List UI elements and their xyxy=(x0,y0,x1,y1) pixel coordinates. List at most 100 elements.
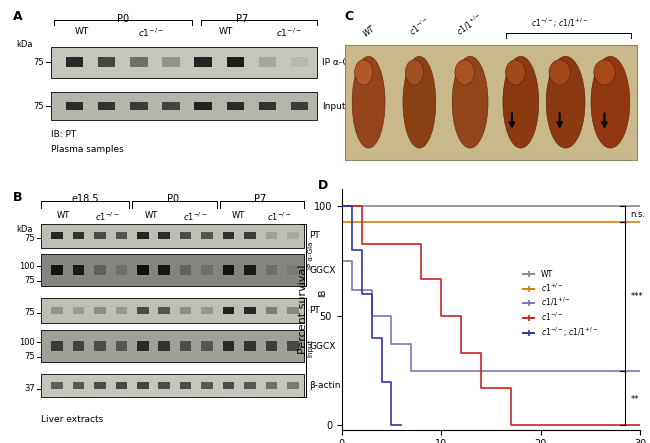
Text: D: D xyxy=(318,179,328,192)
Text: $c1/1^{+/-}$: $c1/1^{+/-}$ xyxy=(454,11,486,39)
Bar xyxy=(41,374,304,397)
Ellipse shape xyxy=(617,85,623,96)
Bar xyxy=(159,341,170,351)
Text: WT: WT xyxy=(232,210,245,220)
Bar xyxy=(223,307,234,314)
Ellipse shape xyxy=(526,85,533,96)
Text: WT: WT xyxy=(57,210,70,220)
Bar xyxy=(223,232,234,239)
Text: $c1^{-/-}$: $c1^{-/-}$ xyxy=(95,210,119,223)
Bar xyxy=(259,102,276,110)
Ellipse shape xyxy=(572,85,578,96)
Ellipse shape xyxy=(408,120,411,130)
Ellipse shape xyxy=(476,85,482,96)
Bar xyxy=(266,265,277,275)
Bar xyxy=(130,102,148,110)
Bar xyxy=(41,299,304,323)
Bar xyxy=(94,232,106,239)
Bar xyxy=(266,307,277,314)
Bar xyxy=(137,307,149,314)
Text: 37: 37 xyxy=(24,384,35,393)
Bar xyxy=(202,265,213,275)
Bar xyxy=(98,102,116,110)
Text: IP α-Gla: IP α-Gla xyxy=(322,58,358,66)
Text: 75: 75 xyxy=(34,102,44,111)
Ellipse shape xyxy=(549,60,571,85)
Ellipse shape xyxy=(455,60,474,85)
Ellipse shape xyxy=(591,56,630,148)
Text: Liver extracts: Liver extracts xyxy=(41,415,103,424)
Bar xyxy=(202,341,213,351)
Bar xyxy=(51,47,317,78)
Ellipse shape xyxy=(599,111,606,120)
Ellipse shape xyxy=(357,120,361,130)
Bar xyxy=(94,307,106,314)
Text: P7: P7 xyxy=(236,14,248,24)
Ellipse shape xyxy=(410,111,416,120)
Text: e18.5: e18.5 xyxy=(72,194,99,204)
Text: 100: 100 xyxy=(20,338,35,347)
Text: WT: WT xyxy=(144,210,157,220)
Bar xyxy=(94,341,106,351)
Bar xyxy=(180,265,192,275)
Text: $c1^{-/-}$; $c1/1^{+/-}$: $c1^{-/-}$; $c1/1^{+/-}$ xyxy=(531,16,588,28)
Bar xyxy=(116,307,127,314)
Ellipse shape xyxy=(596,120,601,130)
Text: PT: PT xyxy=(309,231,320,240)
Ellipse shape xyxy=(403,56,436,148)
Ellipse shape xyxy=(526,101,534,113)
Bar xyxy=(202,232,213,239)
Ellipse shape xyxy=(546,56,585,148)
Bar xyxy=(344,45,637,159)
Bar xyxy=(287,265,298,275)
Bar xyxy=(66,102,83,110)
Text: IP α-Gla: IP α-Gla xyxy=(307,241,314,269)
Bar xyxy=(130,58,148,67)
Ellipse shape xyxy=(355,60,372,85)
Bar xyxy=(266,382,277,389)
Ellipse shape xyxy=(508,120,512,130)
Bar xyxy=(73,307,84,314)
Bar xyxy=(244,232,255,239)
Ellipse shape xyxy=(552,120,556,130)
Bar xyxy=(227,102,244,110)
Text: P0: P0 xyxy=(167,194,179,204)
Bar xyxy=(194,58,212,67)
Text: GGCX: GGCX xyxy=(309,342,335,350)
Bar xyxy=(259,58,276,67)
Ellipse shape xyxy=(506,60,525,85)
Text: IB: IB xyxy=(318,288,328,297)
Text: PT: PT xyxy=(309,306,320,315)
Bar xyxy=(116,232,127,239)
Bar xyxy=(73,382,84,389)
Bar xyxy=(180,341,192,351)
Text: P7: P7 xyxy=(255,194,266,204)
Ellipse shape xyxy=(510,111,517,120)
Text: 75: 75 xyxy=(24,352,35,361)
Bar xyxy=(162,102,179,110)
Ellipse shape xyxy=(373,101,380,113)
Bar xyxy=(98,58,116,67)
Text: IB: PT: IB: PT xyxy=(51,130,76,139)
Text: WT: WT xyxy=(361,24,376,39)
Text: WT: WT xyxy=(219,27,233,36)
Bar xyxy=(116,382,127,389)
Text: 75: 75 xyxy=(24,276,35,285)
Bar xyxy=(159,265,170,275)
Text: n.s.: n.s. xyxy=(630,210,645,218)
Legend: WT, $c1^{+/-}$, $c1/1^{+/-}$, $c1^{-/-}$, $c1^{-/-}$; $c1/1^{+/-}$: WT, $c1^{+/-}$, $c1/1^{+/-}$, $c1^{-/-}$… xyxy=(520,267,601,342)
Text: P0: P0 xyxy=(116,14,129,24)
Bar xyxy=(116,265,127,275)
Ellipse shape xyxy=(503,56,539,148)
Bar xyxy=(244,265,255,275)
Text: Plasma samples: Plasma samples xyxy=(51,145,124,154)
Bar xyxy=(66,58,83,67)
Bar xyxy=(137,382,149,389)
Text: $c1^{-/-}$: $c1^{-/-}$ xyxy=(276,27,302,39)
Bar xyxy=(51,93,317,120)
Text: $c1^{-/-}$: $c1^{-/-}$ xyxy=(407,16,432,39)
Bar xyxy=(137,341,149,351)
Bar xyxy=(116,341,127,351)
Bar xyxy=(287,307,298,314)
Bar xyxy=(41,330,304,362)
